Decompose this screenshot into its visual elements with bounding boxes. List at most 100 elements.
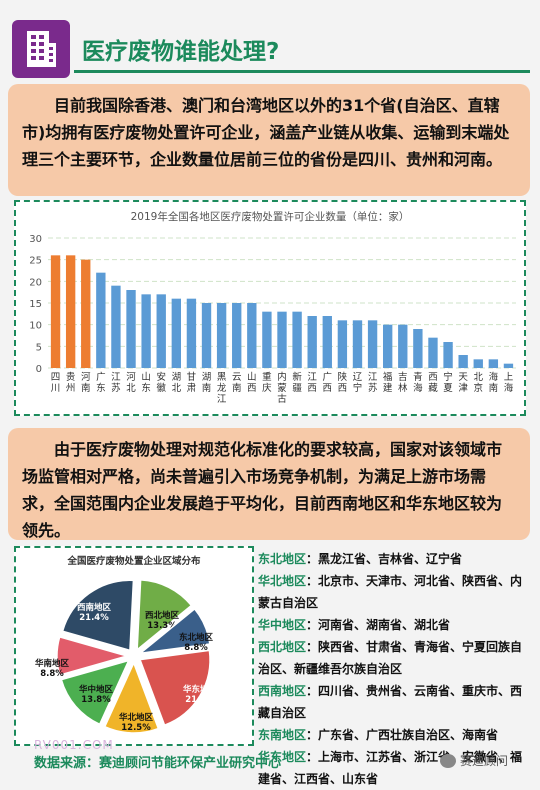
pie-slice-pct: 13.3% [147, 621, 177, 631]
pie-chart-panel: 全国医疗废物处置企业区域分布 西北地区 13.3% 东北地区 8.8% 华东地区 21.4%… [14, 546, 254, 746]
bar [367, 320, 378, 368]
bar [232, 303, 242, 368]
pie-slice-label: 西北地区 [145, 610, 180, 621]
x-tick-label: 重庆 [262, 371, 272, 394]
region-name: 华北地区 [258, 574, 307, 588]
region-provinces: ：广东省、广西壮族自治区、海南省 [306, 728, 499, 742]
x-tick-label: 广西 [323, 371, 333, 394]
pie-chart-title: 全国医疗废物处置企业区域分布 [66, 555, 201, 567]
region-provinces: ：四川省、贵州省、云南省、重庆市、西藏自治区 [258, 684, 523, 720]
x-tick-label: 天津 [458, 372, 468, 394]
bar [81, 259, 91, 368]
y-tick-label: 15 [29, 299, 42, 310]
x-tick-label: 四川 [51, 372, 61, 394]
watermark: RV001.COM [34, 738, 114, 752]
region-provinces: ：黑龙江省、吉林省、辽宁省 [306, 552, 463, 566]
bar [443, 342, 453, 368]
pie-slice-label: 华南地区 [35, 658, 70, 669]
x-tick-label: 山西 [247, 372, 257, 394]
intro-callout: 目前我国除香港、澳门和台湾地区以外的31个省(自治区、直辖市)均拥有医疗废物处置… [8, 84, 530, 196]
bar [488, 359, 499, 368]
bar [398, 324, 408, 368]
wechat-account: 赛迪顾问 [460, 754, 509, 768]
region-name: 东南地区 [258, 728, 307, 742]
x-tick-label: 云南 [232, 372, 242, 394]
bar-chart-title: 2019年全国各地区医疗废物处置许可企业数量（单位：家） [131, 210, 410, 223]
x-tick-label: 宁夏 [443, 371, 453, 394]
page-title: 医疗废物谁能处理? [82, 39, 280, 65]
region-row: 东南地区：广东省、广西壮族自治区、海南省 [258, 724, 534, 746]
bar [458, 355, 468, 368]
region-name: 华东地区 [258, 750, 307, 764]
x-tick-label: 江西 [307, 372, 317, 394]
x-tick-label: 广东 [96, 371, 106, 394]
bar [382, 324, 393, 368]
region-legend: 东北地区：黑龙江省、吉林省、辽宁省 华北地区：北京市、天津市、河北省、陕西省、内蒙… [258, 548, 534, 790]
region-row: 华中地区：河南省、湖南省、湖北省 [258, 614, 534, 636]
y-tick-label: 10 [29, 321, 42, 332]
region-provinces: ：陕西省、甘肃省、青海省、宁夏回族自治区、新疆维吾尔族自治区 [258, 640, 523, 676]
x-tick-label: 黑龙江 [217, 372, 227, 405]
bar [277, 311, 287, 368]
x-tick-label: 贵州 [66, 371, 76, 394]
pie-slice [60, 659, 131, 726]
x-tick-label: 河北 [126, 371, 136, 394]
pie-slice [103, 661, 160, 734]
bar [352, 320, 363, 368]
x-tick-label: 西藏 [428, 372, 438, 394]
pie-slice-pct: 21.4% [185, 695, 215, 705]
region-name: 华中地区 [258, 618, 307, 632]
bar [171, 298, 182, 368]
x-tick-label: 北京 [474, 372, 484, 394]
pie-slice-pct: 8.8% [184, 643, 208, 653]
pie-slice-pct: 8.8% [40, 669, 64, 679]
pie-chart: 全国医疗废物处置企业区域分布西北地区13.3%东北地区8.8%华东地区21.4%… [35, 555, 217, 734]
pie-slice [61, 579, 135, 652]
bar [292, 311, 302, 368]
bar [156, 294, 166, 368]
pie-slice [138, 649, 211, 727]
x-tick-label: 湖南 [202, 372, 212, 394]
pie-slice-label: 西南地区 [77, 602, 112, 613]
x-tick-label: 新疆 [292, 371, 302, 394]
x-tick-label: 陕西 [338, 371, 348, 394]
pie-slice-label: 华北地区 [119, 712, 154, 723]
region-name: 西南地区 [258, 684, 307, 698]
x-tick-label: 江苏 [111, 372, 121, 394]
region-row: 东北地区：黑龙江省、吉林省、辽宁省 [258, 548, 534, 570]
pie-slice-pct: 13.8% [81, 695, 111, 705]
wechat-badge: 赛迪顾问 [440, 752, 508, 769]
data-source: 数据来源：赛迪顾问节能环保产业研究中心 [34, 756, 282, 771]
building-icon [12, 20, 70, 78]
pie-slice-pct: 12.5% [121, 723, 151, 733]
x-tick-label: 甘肃 [187, 371, 197, 394]
region-name: 西北地区 [258, 640, 307, 654]
x-tick-label: 上海 [504, 372, 514, 394]
bar [216, 303, 227, 368]
x-tick-label: 青海 [413, 371, 423, 394]
bar [141, 294, 151, 368]
bar [262, 311, 272, 368]
bar [186, 298, 197, 368]
region-name: 东北地区 [258, 552, 307, 566]
pie-slice [56, 635, 130, 677]
bar [111, 285, 121, 368]
bar [201, 303, 212, 368]
pie-slice [137, 607, 211, 655]
x-tick-label: 江苏 [368, 372, 378, 394]
pie-slice-pct: 21.4% [79, 613, 109, 623]
bar [65, 255, 76, 368]
wechat-icon [440, 753, 456, 768]
pie-slice [136, 579, 193, 652]
y-tick-label: 30 [29, 234, 42, 245]
bar-chart: 2019年全国各地区医疗废物处置许可企业数量（单位：家） 0 5 10 15 20 25 30… [29, 210, 516, 405]
bar [428, 337, 438, 368]
x-tick-label: 海南 [489, 371, 499, 394]
bar-chart-panel: 2019年全国各地区医疗废物处置许可企业数量（单位：家） 0 5 10 15 20 25 30… [14, 200, 526, 416]
y-tick-label: 0 [36, 364, 42, 375]
region-provinces: ：河南省、湖南省、湖北省 [306, 618, 451, 632]
header-divider [74, 70, 530, 73]
x-tick-label: 吉林 [398, 372, 408, 394]
y-tick-label: 5 [36, 342, 42, 353]
bar [50, 255, 61, 368]
